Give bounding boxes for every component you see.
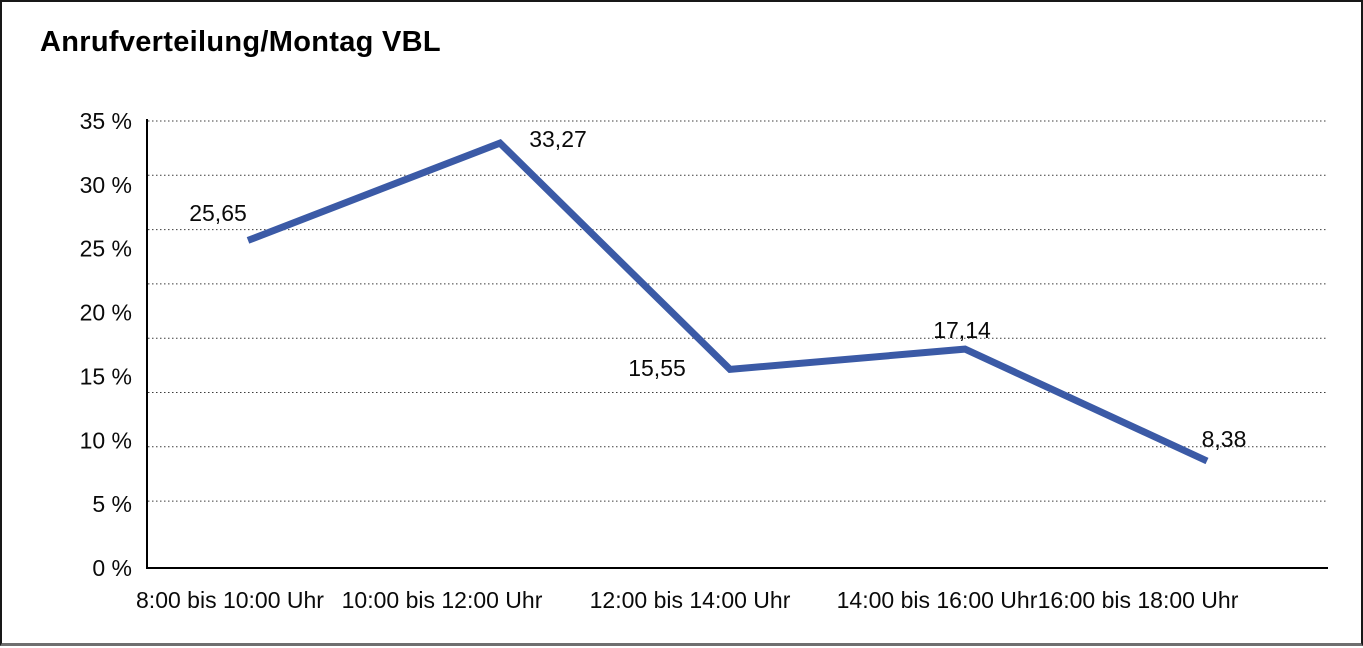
y-tick-label: 15 % — [80, 363, 132, 389]
y-tick-label: 35 % — [80, 108, 132, 134]
data-label: 17,14 — [933, 317, 991, 343]
y-tick-label: 10 % — [80, 427, 132, 453]
x-tick-label: 10:00 bis 12:00 Uhr — [342, 587, 543, 613]
y-tick-label: 20 % — [80, 300, 132, 326]
data-label: 15,55 — [628, 355, 686, 381]
chart-title: Anrufverteilung/Montag VBL — [40, 26, 441, 58]
x-tick-label: 16:00 bis 18:00 Uhr — [1038, 587, 1239, 613]
data-label: 8,38 — [1202, 426, 1247, 452]
y-tick-label: 0 % — [92, 555, 132, 581]
data-label: 33,27 — [529, 126, 587, 152]
y-tick-label: 30 % — [80, 172, 132, 198]
x-tick-label: 8:00 bis 10:00 Uhr — [136, 587, 324, 613]
y-tick-label: 5 % — [92, 491, 132, 517]
y-tick-label: 25 % — [80, 236, 132, 262]
x-tick-label: 12:00 bis 14:00 Uhr — [590, 587, 791, 613]
series-line — [246, 139, 1209, 465]
data-label: 25,65 — [189, 200, 247, 226]
x-tick-label: 14:00 bis 16:00 Uhr — [837, 587, 1038, 613]
